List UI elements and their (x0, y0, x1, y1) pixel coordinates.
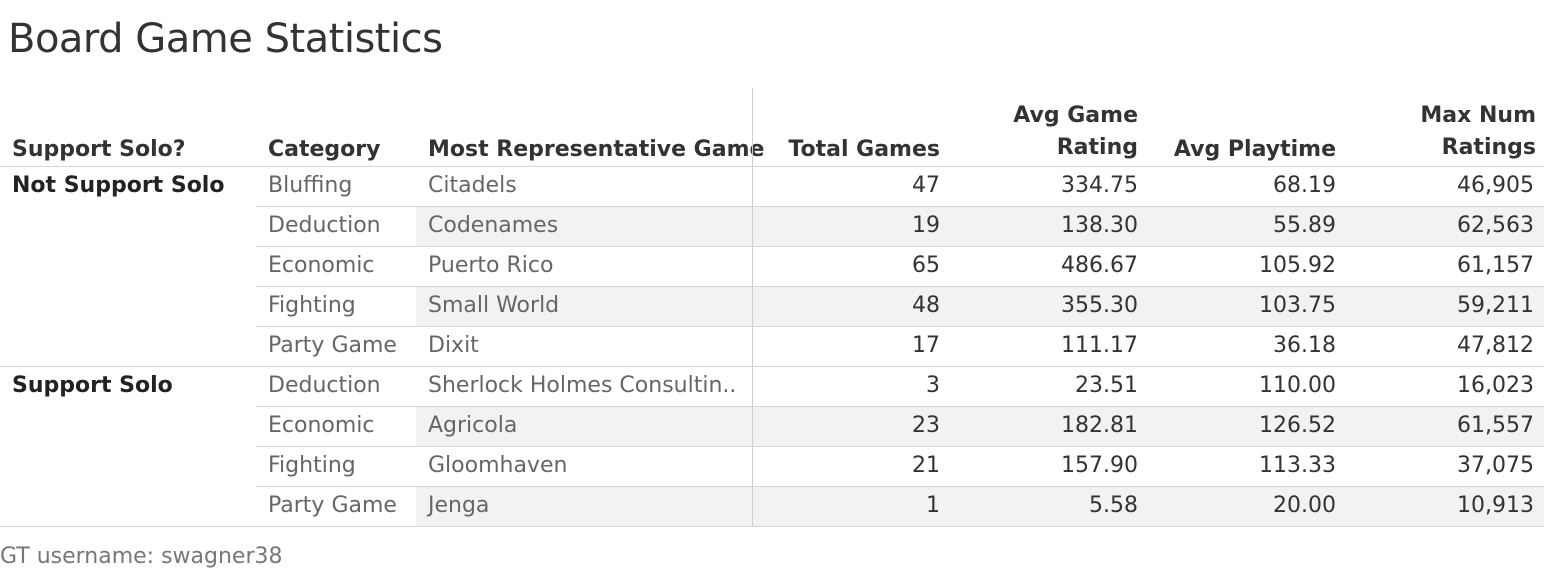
cell-max-num-ratings: 62,563 (1457, 213, 1534, 238)
cell-max-num-ratings: 59,211 (1457, 293, 1534, 318)
cell-game: Agricola (428, 413, 518, 438)
cell-category: Party Game (268, 333, 397, 358)
cell-total-games: 21 (912, 453, 940, 478)
cell-category: Deduction (268, 373, 381, 398)
cell-game: Jenga (428, 493, 490, 518)
cell-category: Party Game (268, 493, 397, 518)
row-shade (416, 487, 752, 526)
group-rule (0, 366, 1544, 367)
column-divider (752, 88, 753, 527)
row-shade (416, 287, 752, 326)
cell-total-games: 65 (912, 253, 940, 278)
cell-total-games: 3 (926, 373, 940, 398)
row-shade (416, 207, 752, 246)
cell-max-num-ratings: 61,157 (1457, 253, 1534, 278)
cell-category: Bluffing (268, 173, 353, 198)
header-category: Category (268, 137, 381, 162)
row-rule (256, 326, 1544, 327)
cell-total-games: 47 (912, 173, 940, 198)
cell-avg-playtime: 55.89 (1273, 213, 1336, 238)
cell-game: Small World (428, 293, 560, 318)
cell-category: Economic (268, 253, 375, 278)
cell-avg-playtime: 20.00 (1273, 493, 1336, 518)
cell-category: Economic (268, 413, 375, 438)
cell-avg-rating: 138.30 (1061, 213, 1138, 238)
group-label: Not Support Solo (12, 173, 225, 198)
header-max-num-ratings-line1: Max Num (1420, 103, 1536, 128)
cell-total-games: 48 (912, 293, 940, 318)
cell-avg-rating: 182.81 (1061, 413, 1138, 438)
cell-avg-rating: 355.30 (1061, 293, 1138, 318)
header-total-games: Total Games (788, 137, 940, 162)
footer-username: GT username: swagner38 (0, 544, 283, 569)
cell-game: Gloomhaven (428, 453, 568, 478)
cell-avg-playtime: 126.52 (1259, 413, 1336, 438)
cell-total-games: 19 (912, 213, 940, 238)
cell-game: Dixit (428, 333, 479, 358)
row-shade (416, 407, 752, 446)
row-rule (256, 206, 1544, 207)
cell-avg-playtime: 110.00 (1259, 373, 1336, 398)
cell-total-games: 23 (912, 413, 940, 438)
header-support-solo: Support Solo? (12, 137, 186, 162)
cell-avg-rating: 111.17 (1061, 333, 1138, 358)
cell-avg-rating: 23.51 (1075, 373, 1138, 398)
cell-max-num-ratings: 47,812 (1457, 333, 1534, 358)
cell-avg-rating: 486.67 (1061, 253, 1138, 278)
cell-avg-playtime: 103.75 (1259, 293, 1336, 318)
cell-avg-playtime: 36.18 (1273, 333, 1336, 358)
cell-avg-playtime: 105.92 (1259, 253, 1336, 278)
group-rule (0, 526, 1544, 527)
row-rule (256, 486, 1544, 487)
row-shade (753, 287, 1544, 326)
cell-avg-rating: 5.58 (1089, 493, 1138, 518)
cell-category: Fighting (268, 293, 356, 318)
header-rule (0, 166, 1544, 167)
cell-total-games: 17 (912, 333, 940, 358)
cell-max-num-ratings: 37,075 (1457, 453, 1534, 478)
header-avg-game-rating-line2: Rating (1056, 135, 1138, 160)
cell-game: Sherlock Holmes Consultin.. (428, 373, 737, 398)
page-title: Board Game Statistics (8, 16, 443, 62)
cell-avg-playtime: 68.19 (1273, 173, 1336, 198)
cell-max-num-ratings: 16,023 (1457, 373, 1534, 398)
cell-avg-rating: 157.90 (1061, 453, 1138, 478)
header-max-num-ratings-line2: Ratings (1441, 135, 1536, 160)
cell-avg-playtime: 113.33 (1259, 453, 1336, 478)
header-avg-playtime: Avg Playtime (1173, 137, 1336, 162)
header-most-representative-game: Most Representative Game (428, 137, 765, 162)
cell-avg-rating: 334.75 (1061, 173, 1138, 198)
row-shade (753, 487, 1544, 526)
cell-max-num-ratings: 10,913 (1457, 493, 1534, 518)
header-avg-game-rating-line1: Avg Game (1013, 103, 1138, 128)
cell-game: Puerto Rico (428, 253, 554, 278)
cell-total-games: 1 (926, 493, 940, 518)
cell-game: Citadels (428, 173, 517, 198)
row-rule (256, 406, 1544, 407)
row-shade (753, 407, 1544, 446)
row-shade (753, 207, 1544, 246)
row-rule (256, 446, 1544, 447)
cell-max-num-ratings: 61,557 (1457, 413, 1534, 438)
row-rule (256, 246, 1544, 247)
cell-game: Codenames (428, 213, 559, 238)
row-rule (256, 286, 1544, 287)
group-label: Support Solo (12, 373, 173, 398)
cell-max-num-ratings: 46,905 (1457, 173, 1534, 198)
cell-category: Fighting (268, 453, 356, 478)
cell-category: Deduction (268, 213, 381, 238)
